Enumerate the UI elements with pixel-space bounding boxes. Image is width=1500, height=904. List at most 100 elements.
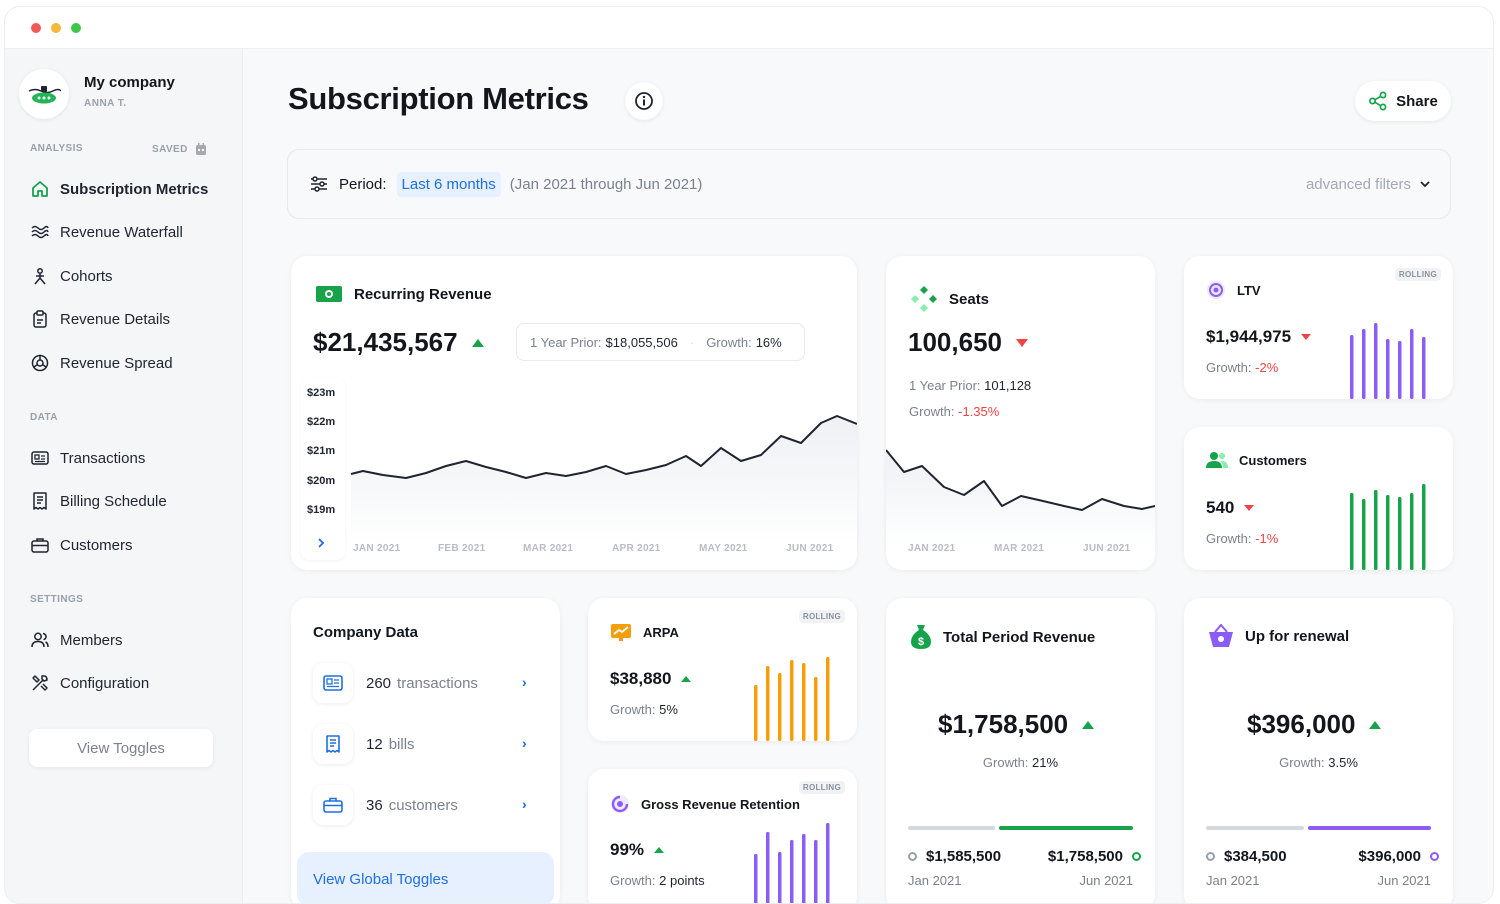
total-period-value: $1,758,500	[938, 709, 1095, 740]
end-value-text: $1,758,500	[1047, 848, 1123, 865]
sliders-icon[interactable]	[310, 176, 328, 192]
growth-label: Growth:	[909, 404, 955, 419]
sidebar-item-members[interactable]: Members	[30, 627, 123, 653]
maximize-window-button[interactable]	[71, 23, 81, 33]
card-title-text: Up for renewal	[1245, 627, 1350, 645]
card-title: Gross Revenue Retention	[610, 794, 800, 814]
chevron-down-icon	[1420, 181, 1430, 188]
row-value: 36	[366, 796, 383, 814]
sidebar-item-label: Subscription Metrics	[60, 180, 209, 198]
sidebar-item-billing-schedule[interactable]: Billing Schedule	[30, 488, 167, 514]
seats-card[interactable]: Seats 100,650 1 Year Prior: 101,128 Grow…	[886, 256, 1155, 570]
sidebar-item-label: Members	[60, 631, 123, 649]
row-value: 260	[366, 674, 392, 692]
arpa-card[interactable]: ROLLING ARPA $38,880 Growth: 5%	[588, 598, 857, 741]
trend-down-icon	[1015, 338, 1028, 347]
start-progress-bar	[908, 826, 995, 830]
company-avatar[interactable]	[19, 69, 69, 119]
waves-icon	[30, 222, 50, 242]
minimize-window-button[interactable]	[51, 23, 61, 33]
chevron-right-icon[interactable]: ›	[522, 796, 527, 812]
card-title-text: Customers	[1239, 452, 1307, 468]
period-selector[interactable]: Last 6 months	[396, 171, 501, 197]
growth-label: Growth:	[1279, 755, 1325, 770]
company-data-row-bills[interactable]: 12 bills	[313, 724, 415, 764]
total-period-revenue-card[interactable]: $ Total Period Revenue $1,758,500 Growth…	[886, 598, 1155, 903]
spread-icon	[30, 353, 50, 373]
diamonds-icon	[910, 285, 938, 313]
recurring-revenue-card[interactable]: Recurring Revenue $21,435,567 1 Year Pri…	[291, 256, 857, 570]
sidebar-item-label: Cohorts	[60, 267, 113, 285]
period-label: Period:	[339, 175, 387, 193]
growth-value: -1%	[1255, 531, 1279, 546]
sidebar-item-revenue-waterfall[interactable]: Revenue Waterfall	[30, 219, 183, 245]
sidebar-item-subscription-metrics[interactable]: Subscription Metrics	[30, 176, 208, 202]
y-tick: $22m	[307, 416, 336, 428]
data-section-label: DATA	[30, 412, 58, 423]
share-button[interactable]: Share	[1355, 81, 1451, 121]
chevron-right-icon[interactable]: ›	[522, 674, 527, 690]
start-marker-icon	[908, 852, 917, 861]
sidebar-item-cohorts[interactable]: Cohorts	[30, 263, 113, 289]
chart-trend-icon	[610, 623, 632, 641]
total-period-growth: Growth: 21%	[886, 755, 1155, 770]
end-date: Jun 2021	[1377, 873, 1432, 888]
gross-revenue-retention-card[interactable]: ROLLING Gross Revenue Retention 99% Grow…	[588, 769, 857, 903]
sidebar-item-label: Customers	[60, 536, 133, 554]
info-icon	[635, 92, 653, 110]
company-data-row-transactions[interactable]: 260 transactions	[313, 663, 478, 703]
growth-value: 21%	[1032, 755, 1059, 770]
row-label: customers	[388, 796, 458, 814]
sidebar-item-label: Revenue Details	[60, 310, 171, 328]
end-marker-icon	[1132, 852, 1141, 861]
company-data-card: Company Data 260 transactions › 12 bills…	[291, 598, 560, 903]
y-tick: $19m	[307, 504, 336, 516]
card-title-text: Seats	[949, 290, 990, 308]
recurring-revenue-value: $21,435,567	[313, 327, 484, 358]
card-title-text: ARPA	[643, 624, 679, 640]
sidebar-item-configuration[interactable]: Configuration	[30, 670, 149, 696]
value-text: $1,758,500	[938, 709, 1069, 739]
analysis-section-label: ANALYSIS	[30, 143, 83, 154]
sidebar-item-revenue-details[interactable]: Revenue Details	[30, 306, 170, 332]
end-value-text: $396,000	[1358, 848, 1421, 865]
grr-value: 99%	[610, 840, 665, 860]
x-tick: JAN 2021	[353, 543, 401, 554]
advanced-filters-toggle[interactable]: advanced filters	[1306, 176, 1430, 193]
arpa-bar-chart	[754, 657, 830, 741]
chevron-right-icon[interactable]	[317, 538, 325, 548]
rolling-badge: ROLLING	[1394, 268, 1441, 281]
seats-value: 100,650	[908, 327, 1028, 358]
arpa-value: $38,880	[610, 669, 692, 689]
end-marker-icon	[1430, 852, 1439, 861]
chevron-right-icon[interactable]: ›	[522, 735, 527, 751]
view-toggles-button[interactable]: View Toggles	[29, 729, 213, 767]
value-text: 540	[1206, 498, 1235, 517]
company-data-row-customers[interactable]: 36 customers	[313, 785, 458, 825]
trend-down-icon	[1244, 505, 1255, 511]
saved-label[interactable]: SAVED	[152, 143, 207, 156]
end-progress-bar	[1308, 826, 1431, 830]
customers-card[interactable]: Customers 540 Growth: -1%	[1184, 427, 1453, 570]
sidebar-item-transactions[interactable]: Transactions	[30, 445, 145, 471]
sidebar-item-customers[interactable]: Customers	[30, 532, 133, 558]
close-window-button[interactable]	[31, 23, 41, 33]
view-global-toggles-button[interactable]: View Global Toggles	[297, 852, 554, 903]
trend-up-icon	[681, 676, 692, 682]
up-for-renewal-card[interactable]: Up for renewal $396,000 Growth: 3.5% $38…	[1184, 598, 1453, 903]
renewal-value: $396,000	[1247, 709, 1382, 740]
start-marker-icon	[1206, 852, 1215, 861]
card-title: Seats	[910, 285, 989, 313]
rolling-badge: ROLLING	[798, 610, 845, 623]
ltv-card[interactable]: ROLLING LTV $1,944,975 Growth: -2%	[1184, 256, 1453, 399]
x-tick: APR 2021	[612, 543, 661, 554]
start-progress-bar	[1206, 826, 1304, 830]
growth-value: -1.35%	[958, 404, 1000, 419]
advanced-filters-label: advanced filters	[1305, 176, 1411, 193]
app-window: My company ANNA T. ANALYSIS SAVED Subscr…	[4, 6, 1494, 904]
end-value: $1,758,500	[1048, 848, 1141, 865]
x-tick: MAR 2021	[523, 543, 574, 554]
info-button[interactable]	[625, 82, 663, 120]
prior-comparison: 1 Year Prior: $18,055,506 · Growth: 16%	[516, 323, 805, 361]
sidebar-item-revenue-spread[interactable]: Revenue Spread	[30, 350, 173, 376]
